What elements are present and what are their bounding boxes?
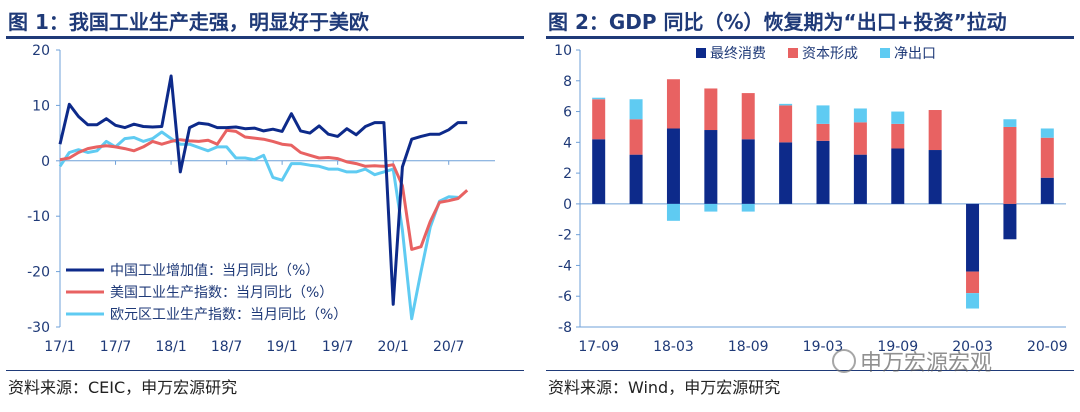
- left-y-tick-label: 10: [32, 98, 50, 114]
- right-y-tick-label: 0: [563, 197, 572, 213]
- right-x-tick-label: 18-03: [653, 339, 694, 355]
- right-bar-segment: [966, 271, 980, 294]
- left-legend-label: 美国工业生产指数：当月同比（%）: [110, 285, 333, 301]
- right-bar-segment: [629, 154, 643, 204]
- left-x-tick-label: 20/1: [377, 339, 408, 355]
- watermark: 申万宏源宏观: [832, 345, 992, 377]
- right-legend-swatch: [880, 48, 890, 58]
- left-legend-label: 中国工业增加值：当月同比（%）: [110, 263, 319, 279]
- left-x-tick-label: 19/1: [266, 339, 297, 355]
- right-bar-segment: [853, 154, 867, 204]
- left-y-tick-label: 20: [32, 43, 50, 59]
- right-bar-segment: [853, 122, 867, 155]
- left-source-note: 资料来源：CEIC，申万宏源研究: [8, 378, 238, 397]
- right-bar-segment: [704, 203, 718, 212]
- left-x-tick-label: 17/1: [44, 339, 75, 355]
- left-y-tick-label: -30: [27, 320, 50, 336]
- right-bar-segment: [704, 130, 718, 204]
- right-bar-segment: [741, 93, 755, 140]
- right-legend-swatch: [696, 48, 706, 58]
- right-bar-segment: [1003, 203, 1017, 240]
- wechat-icon: [832, 349, 856, 373]
- right-x-tick-label: 20-09: [1027, 339, 1068, 355]
- right-bar-segment: [1040, 137, 1054, 178]
- left-legend-label: 欧元区工业生产指数：当月同比（%）: [110, 307, 347, 323]
- right-bar-segment: [891, 148, 905, 204]
- right-bar-segment: [1040, 128, 1054, 138]
- left-x-tick-label: 17/7: [100, 339, 131, 355]
- left-x-tick-label: 19/7: [322, 339, 353, 355]
- right-x-tick-label: 20-03: [952, 339, 993, 355]
- right-title-rule: [546, 36, 1074, 39]
- right-bar-segment: [741, 139, 755, 204]
- right-bar-segment: [966, 293, 980, 309]
- right-legend-label: 资本形成: [802, 46, 858, 62]
- right-x-tick-label: 19-09: [877, 339, 918, 355]
- right-chart-title: 图 2：GDP 同比（%）恢复期为“出口+投资”拉动: [548, 10, 1007, 34]
- right-bar-segment: [891, 123, 905, 149]
- right-bar-segment: [592, 99, 606, 140]
- left-series-line: [59, 128, 469, 251]
- left-y-tick-label: -10: [27, 209, 50, 225]
- right-bar-segment: [741, 203, 755, 212]
- right-y-tick-label: -2: [558, 228, 572, 244]
- right-bar-segment: [666, 128, 680, 204]
- left-y-tick-label: -20: [27, 265, 50, 281]
- right-bar-segment: [629, 99, 643, 120]
- right-bar-segment: [1003, 126, 1017, 204]
- right-bar-segment: [666, 79, 680, 129]
- right-y-tick-label: 8: [563, 74, 572, 90]
- right-bar-segment: [1040, 177, 1054, 204]
- right-x-tick-label: 18-09: [728, 339, 769, 355]
- left-bottom-rule: [6, 370, 524, 371]
- right-bar-segment: [779, 142, 793, 204]
- right-y-tick-label: -4: [558, 258, 572, 274]
- right-bar-segment: [592, 139, 606, 204]
- left-series-line: [58, 74, 468, 306]
- right-source-note: 资料来源：Wind，申万宏源研究: [548, 378, 781, 397]
- right-y-tick-label: -6: [558, 289, 572, 305]
- right-bar-segment: [816, 123, 830, 141]
- right-bar-segment: [853, 108, 867, 123]
- right-bar-segment: [629, 119, 643, 155]
- right-bar-segment: [928, 110, 942, 151]
- right-bar-segment: [592, 97, 606, 100]
- right-y-tick-label: 10: [554, 43, 572, 59]
- right-bar-segment: [891, 111, 905, 124]
- right-bar-segment: [704, 88, 718, 131]
- right-bar-segment: [966, 203, 980, 272]
- right-bar-segment: [779, 103, 793, 106]
- right-bar-segment: [779, 105, 793, 143]
- right-y-tick-label: 2: [563, 166, 572, 182]
- right-legend-label: 净出口: [894, 46, 936, 62]
- left-x-tick-label: 18/7: [211, 339, 242, 355]
- left-y-tick-label: 0: [41, 154, 50, 170]
- right-x-tick-label: 17-09: [578, 339, 619, 355]
- left-series-line: [58, 130, 459, 321]
- right-legend-label: 最终消费: [710, 46, 766, 62]
- right-bar-segment: [1003, 119, 1017, 127]
- right-legend-swatch: [788, 48, 798, 58]
- left-title-rule: [6, 36, 524, 39]
- right-bar-segment: [816, 105, 830, 124]
- right-bar-chart: 10 8 6 4 2 0 -2 -4 -6 -8 17-09 18-03 18-09 19-03 19-09…: [554, 43, 1068, 355]
- right-y-tick-label: 6: [563, 105, 572, 121]
- right-bar-segment: [666, 203, 680, 221]
- watermark-text: 申万宏源宏观: [860, 351, 993, 376]
- left-x-tick-label: 20/7: [433, 339, 464, 355]
- right-x-tick-label: 19-03: [803, 339, 844, 355]
- left-line-chart: 20 10 0 -10 -20 -30 17/1 17/7 18/1 18/7 19/1 19/7 20…: [27, 43, 495, 355]
- left-chart-title: 图 1：我国工业生产走强，明显好于美欧: [8, 10, 369, 34]
- right-bar-segment: [816, 140, 830, 204]
- right-bottom-rule: [546, 370, 1074, 371]
- left-x-tick-label: 18/1: [155, 339, 186, 355]
- right-y-tick-label: 4: [563, 135, 572, 151]
- right-y-tick-label: -8: [558, 320, 572, 336]
- right-bar-segment: [928, 150, 942, 204]
